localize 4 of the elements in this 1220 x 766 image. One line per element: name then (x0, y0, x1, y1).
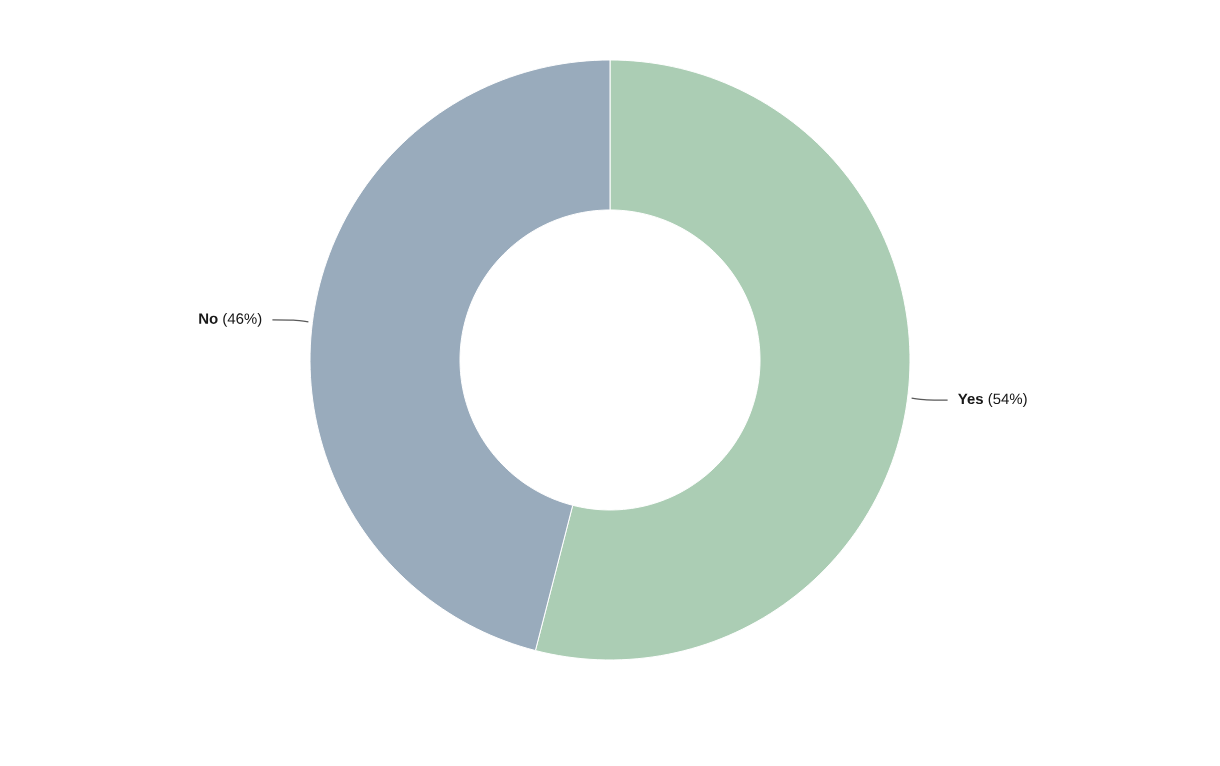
slice-label: No (199, 313, 218, 324)
slice-label: Yes (958, 393, 983, 405)
data-label: (46%) (223, 312, 262, 327)
data-label: (54%) (988, 393, 1027, 408)
